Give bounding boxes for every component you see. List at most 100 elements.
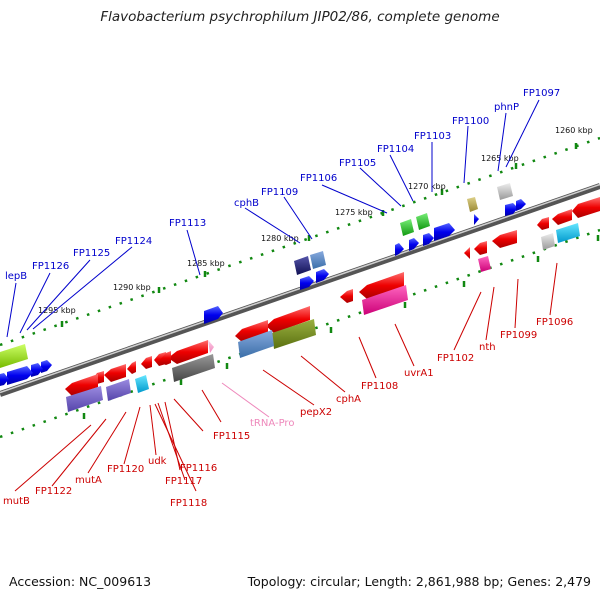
gene-phnP-box[interactable] <box>497 183 513 200</box>
tick-row-reverse <box>0 228 600 439</box>
reverse-leaders <box>14 262 558 492</box>
gene-udk[interactable] <box>127 361 136 374</box>
gene-pepX2-box[interactable] <box>238 330 274 358</box>
gene-fp1118-box[interactable] <box>135 375 149 393</box>
gene-fp1097-box[interactable] <box>541 233 555 250</box>
gene-fp1115[interactable] <box>168 340 208 364</box>
label-pepX2[interactable]: pepX2 <box>300 407 332 418</box>
gene-fp1115-box[interactable] <box>172 354 215 382</box>
label-fp1120[interactable]: FP1120 <box>107 464 144 475</box>
label-udk[interactable]: udk <box>148 456 167 467</box>
gene-fp1109-box[interactable] <box>294 256 311 275</box>
label-fp1108[interactable]: FP1108 <box>361 381 398 392</box>
label-nth[interactable]: nth <box>479 342 496 353</box>
label-cphA[interactable]: cphA <box>336 394 361 405</box>
gene-fp1106[interactable] <box>316 269 329 283</box>
gene-fp1109[interactable] <box>300 276 314 290</box>
label-fp1113[interactable]: FP1113 <box>169 218 206 229</box>
label-lepB[interactable]: lepB <box>5 271 27 282</box>
gene-fp1103b[interactable] <box>423 233 434 246</box>
label-fp1104[interactable]: FP1104 <box>377 144 414 155</box>
label-fp1115[interactable]: FP1115 <box>213 431 250 442</box>
gene-fp1117[interactable] <box>158 351 171 365</box>
major-ticks <box>60 143 600 419</box>
gene-lepB[interactable] <box>0 373 9 386</box>
label-trna-pro[interactable]: tRNA-Pro <box>250 418 294 429</box>
gene-fp1105[interactable] <box>395 243 404 256</box>
reverse-label-group: FP1096 FP1099 nth FP1102 uvrA1 FP1108 cp… <box>3 317 573 509</box>
gene-lepB-box[interactable] <box>0 344 28 368</box>
label-fp1124[interactable]: FP1124 <box>115 236 152 247</box>
kbp-label-1285: 1285 kbp <box>187 259 225 268</box>
label-mutA[interactable]: mutA <box>75 475 102 486</box>
gene-fp1096[interactable] <box>572 197 600 218</box>
gene-fp1126[interactable] <box>7 366 33 385</box>
forward-leaders <box>6 99 540 338</box>
gene-uvrA1[interactable] <box>359 272 404 299</box>
gene-fp1125[interactable] <box>31 363 43 377</box>
gene-fp1099[interactable] <box>492 230 517 248</box>
gene-cphA-box[interactable] <box>272 319 316 349</box>
label-fp1102[interactable]: FP1102 <box>437 353 474 364</box>
label-fp1109[interactable]: FP1109 <box>261 187 298 198</box>
kbp-label-1270: 1270 kbp <box>408 182 446 191</box>
gene-fp1104[interactable] <box>409 238 419 251</box>
label-uvrA1[interactable]: uvrA1 <box>404 368 434 379</box>
gene-fp1097-fwd[interactable] <box>505 203 518 216</box>
gene-fp1118[interactable] <box>141 356 152 369</box>
tick-row-forward <box>0 136 600 347</box>
gene-cphA[interactable] <box>266 306 310 333</box>
trna-leader <box>221 382 270 418</box>
gene-fp1105-box[interactable] <box>400 219 414 236</box>
label-fp1105[interactable]: FP1105 <box>339 158 376 169</box>
label-fp1117[interactable]: FP1117 <box>165 476 202 487</box>
label-fp1122[interactable]: FP1122 <box>35 486 72 497</box>
gene-fp1122[interactable] <box>65 374 98 396</box>
gene-pepX2[interactable] <box>235 320 268 342</box>
gene-fp1120[interactable] <box>104 364 126 382</box>
gene-fp1124[interactable] <box>41 360 52 373</box>
label-fp1096[interactable]: FP1096 <box>536 317 573 328</box>
label-fp1116[interactable]: FP1116 <box>180 463 217 474</box>
gene-fp1102[interactable] <box>464 247 470 259</box>
forward-strand-genes <box>0 183 526 386</box>
map-title: Flavobacterium psychrophilum JIP02/86, c… <box>100 9 500 25</box>
gene-uvrA1-box[interactable] <box>362 285 408 315</box>
kbp-label-1295: 1295 kbp <box>38 306 76 315</box>
label-phnP[interactable]: phnP <box>494 102 519 113</box>
kbp-label-1280: 1280 kbp <box>261 234 299 243</box>
kbp-label-1290: 1290 kbp <box>113 283 151 292</box>
gene-fp1122-box[interactable] <box>66 386 103 412</box>
accession-text: Accession: NC_009613 <box>9 574 152 589</box>
gene-fp1100[interactable] <box>474 214 479 225</box>
gene-phnP[interactable] <box>516 199 526 211</box>
gene-fp1097[interactable] <box>537 217 549 230</box>
label-fp1099[interactable]: FP1099 <box>500 330 537 341</box>
gene-nth[interactable] <box>474 241 487 255</box>
gene-fp1103[interactable] <box>434 223 455 241</box>
kbp-label-1260: 1260 kbp <box>555 126 593 135</box>
label-fp1125[interactable]: FP1125 <box>73 248 110 259</box>
label-cphB[interactable]: cphB <box>234 198 259 209</box>
gene-fp1120-box[interactable] <box>106 379 131 401</box>
forward-label-group: FP1097 phnP FP1100 FP1103 FP1104 FP1105 … <box>5 88 560 282</box>
gene-fp1096-box[interactable] <box>556 223 580 243</box>
label-mutB[interactable]: mutB <box>3 496 30 507</box>
label-fp1106[interactable]: FP1106 <box>300 173 337 184</box>
gene-fp1106-box[interactable] <box>310 251 326 269</box>
label-fp1103[interactable]: FP1103 <box>414 131 451 142</box>
kbp-label-1275: 1275 kbp <box>335 208 373 217</box>
label-fp1118[interactable]: FP1118 <box>170 498 207 509</box>
gene-fp1108[interactable] <box>340 289 353 303</box>
label-fp1100[interactable]: FP1100 <box>452 116 489 127</box>
label-fp1126[interactable]: FP1126 <box>32 261 69 272</box>
trna-pro[interactable] <box>208 340 214 353</box>
gene-fp1096b[interactable] <box>552 209 572 225</box>
gene-fp1100-box[interactable] <box>467 197 478 212</box>
gene-fp1104-box[interactable] <box>416 213 430 230</box>
gene-nth-box[interactable] <box>478 256 491 272</box>
topology-text: Topology: circular; Length: 2,861,988 bp… <box>247 574 591 589</box>
label-fp1097[interactable]: FP1097 <box>523 88 560 99</box>
gene-fp1113[interactable] <box>204 306 223 324</box>
